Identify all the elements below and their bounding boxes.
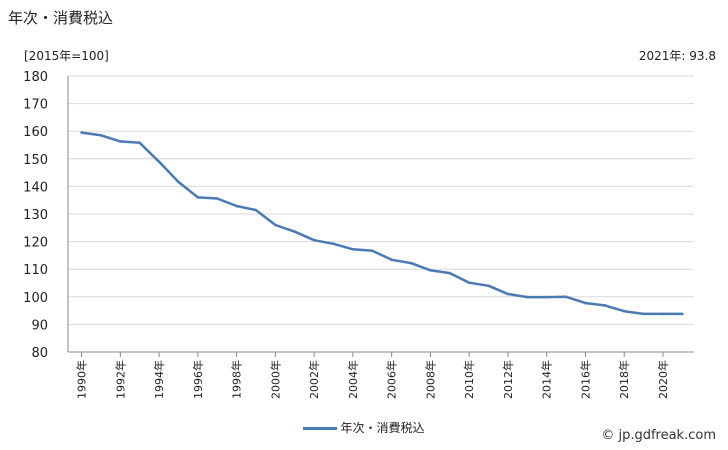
data-point (661, 312, 665, 316)
x-tick-label: 1996年 (191, 360, 205, 399)
data-point (409, 261, 413, 265)
data-point (487, 284, 490, 288)
x-tick-label: 2010年 (462, 360, 476, 399)
y-tick-label: 80 (31, 346, 48, 361)
x-tick-label: 2012年 (501, 360, 515, 399)
y-tick-label: 150 (23, 153, 48, 168)
latest-value-note: 2021年: 93.8 (638, 49, 716, 63)
x-tick-label: 1990年 (75, 360, 89, 399)
y-tick-label: 160 (23, 125, 48, 140)
x-tick-labels: 1990年 1992年 1994年 1996年 1998年 2000年 2002年 2004年… (75, 360, 670, 399)
legend-swatch (303, 427, 338, 430)
data-point (293, 230, 297, 233)
x-tick-label: 2018年 (617, 360, 631, 399)
y-axis-unit: [2015年=100] (24, 49, 109, 63)
data-point (196, 196, 200, 199)
series-line (81, 131, 683, 316)
y-tick-label: 120 (23, 236, 48, 251)
data-point (506, 292, 510, 296)
data-point (351, 248, 355, 251)
data-point (215, 197, 219, 200)
x-tick-label: 2014年 (540, 360, 554, 399)
y-tick-labels: 80 90 100 110 120 130 140 150 160 170 180 (23, 70, 48, 361)
data-point (312, 238, 316, 242)
legend-label: 年次・消費税込 (340, 421, 425, 435)
data-point (235, 204, 238, 208)
data-point (564, 295, 568, 299)
x-tick-label: 2008年 (423, 360, 437, 399)
data-point (119, 140, 122, 143)
grid-lines (67, 75, 694, 357)
series-group (80, 131, 684, 316)
data-point (603, 304, 607, 307)
chart-title: 年次・消費税込 (8, 9, 114, 27)
y-tick-label: 100 (23, 291, 48, 306)
y-tick-label: 110 (23, 263, 48, 278)
x-tick-label: 1998年 (230, 360, 244, 399)
x-tick-label: 1994年 (152, 360, 166, 399)
x-tick-label: 1992年 (113, 360, 127, 399)
data-point (467, 281, 471, 285)
x-tick-label: 2002年 (307, 360, 321, 399)
x-tick-label: 2004年 (346, 360, 360, 399)
data-point (526, 295, 529, 299)
legend: 年次・消費税込 (0, 419, 728, 436)
data-point (274, 223, 277, 227)
source-credit: © jp.gdfreak.com (601, 428, 716, 443)
y-tick-label: 170 (23, 98, 48, 113)
data-point (584, 301, 587, 305)
data-point (448, 271, 452, 275)
data-point (545, 295, 549, 299)
y-tick-label: 130 (23, 208, 48, 223)
data-point (177, 180, 180, 184)
y-tick-label: 140 (23, 180, 48, 195)
data-point (332, 242, 335, 246)
x-tick-label: 2000年 (268, 360, 282, 399)
data-point (390, 258, 393, 262)
data-point (157, 160, 161, 164)
data-point (429, 269, 432, 272)
data-point (254, 208, 258, 212)
data-point (138, 141, 142, 145)
data-point (642, 312, 645, 316)
x-tick-label: 2016年 (578, 360, 592, 399)
x-tick-label: 2020年 (656, 360, 670, 399)
x-tick-label: 2006年 (385, 360, 399, 399)
data-point (681, 312, 684, 316)
data-point (370, 249, 374, 253)
y-tick-label: 90 (31, 318, 48, 333)
data-point (99, 134, 103, 137)
data-point (622, 309, 626, 313)
y-tick-label: 180 (23, 70, 48, 85)
data-point (80, 131, 83, 134)
